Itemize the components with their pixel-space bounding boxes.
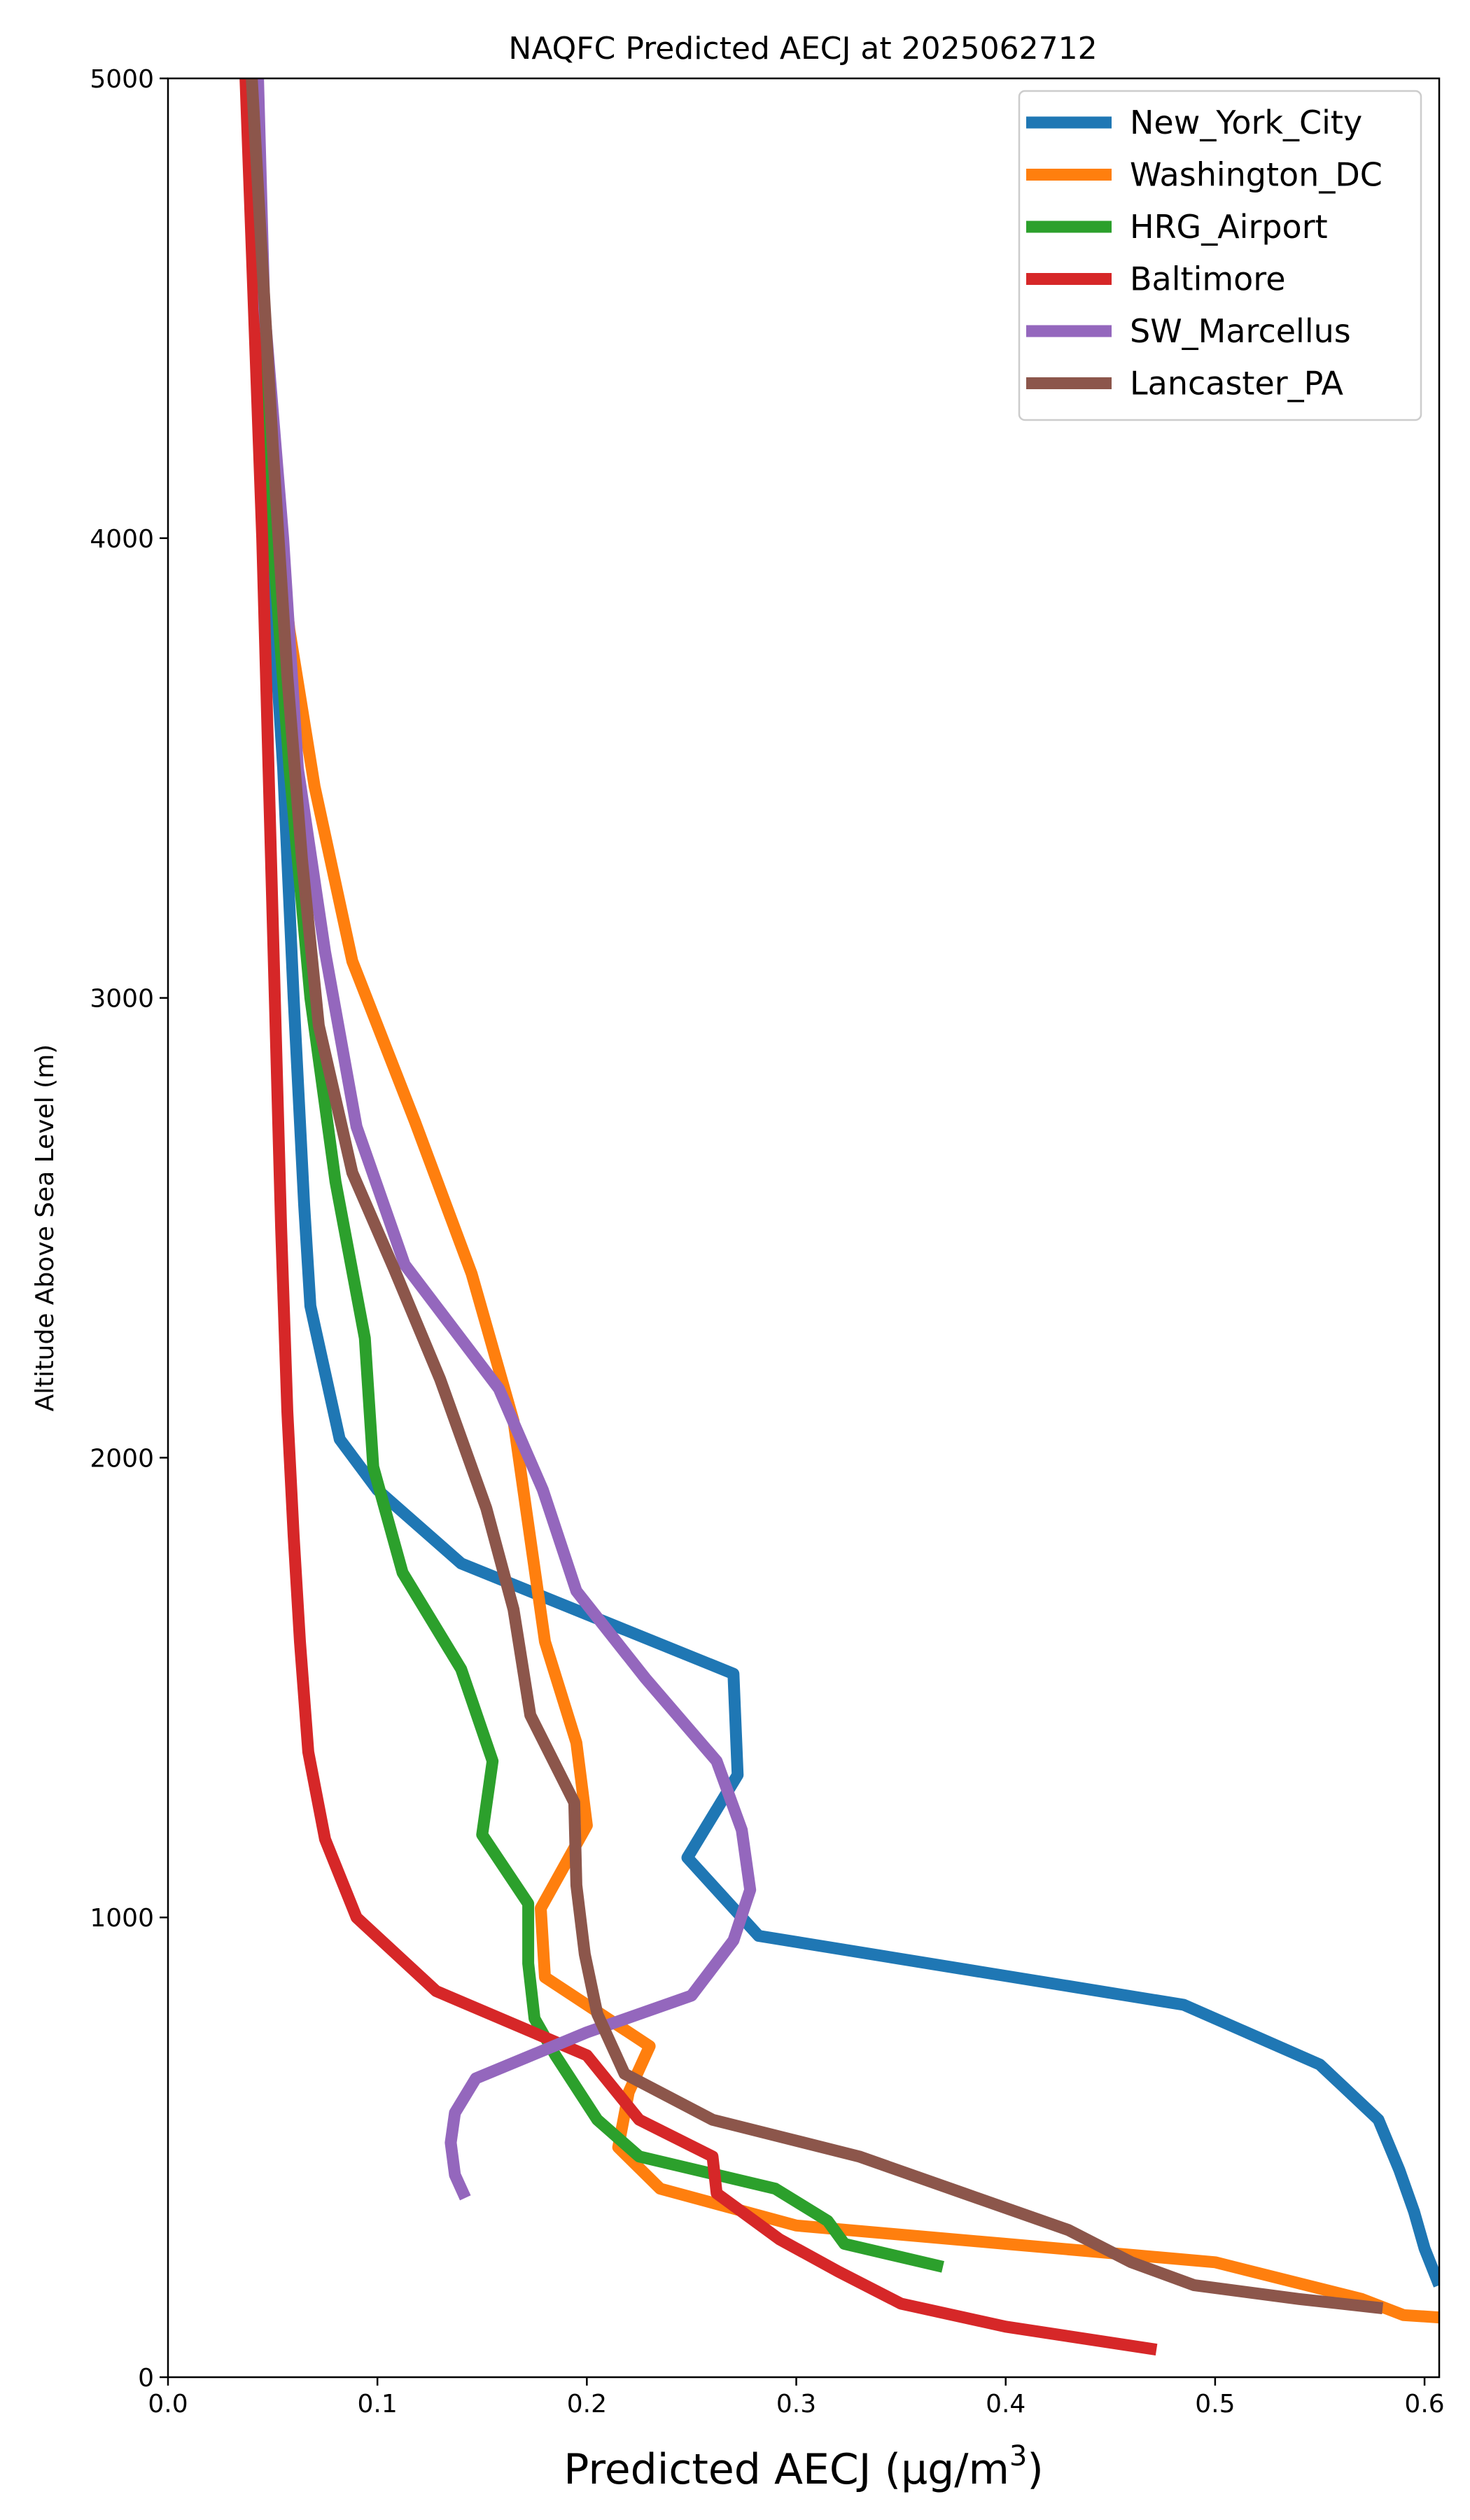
x-axis-label-main: Predicted AECJ (μg/m bbox=[564, 2445, 1009, 2494]
y-tick-label: 0 bbox=[138, 2364, 154, 2393]
legend-label-2: HRG_Airport bbox=[1130, 208, 1328, 246]
legend-label-3: Baltimore bbox=[1130, 260, 1286, 298]
legend-label-5: Lancaster_PA bbox=[1130, 365, 1343, 402]
y-tick-label: 4000 bbox=[90, 525, 154, 554]
legend-label-1: Washington_DC bbox=[1130, 156, 1382, 194]
axes-frame bbox=[167, 77, 1441, 2379]
series-line-0 bbox=[246, 78, 1439, 2288]
series-line-3 bbox=[239, 78, 1158, 2356]
y-tick-label: 5000 bbox=[90, 65, 154, 94]
x-axis-label-superscript: 3 bbox=[1009, 2440, 1027, 2472]
chart-title: NAQFC Predicted AECJ at 2025062712 bbox=[508, 31, 1097, 66]
series-line-4 bbox=[252, 78, 757, 2201]
legend-label-0: New_York_City bbox=[1130, 104, 1362, 141]
legend-box bbox=[1018, 90, 1422, 421]
x-tick-label: 0.5 bbox=[1195, 2390, 1235, 2418]
x-tick-label: 0.3 bbox=[776, 2390, 816, 2418]
y-tick-label: 1000 bbox=[90, 1904, 154, 1933]
y-axis-ticks: 0 1000 2000 3000 4000 5000 bbox=[90, 65, 168, 2393]
x-tick-label: 0.6 bbox=[1404, 2390, 1444, 2418]
legend: New_York_City Washington_DC HRG_Airport Bal… bbox=[1018, 90, 1422, 421]
plot-area bbox=[239, 78, 1439, 2356]
x-axis-label-end: ) bbox=[1027, 2445, 1043, 2494]
x-tick-label: 0.0 bbox=[148, 2390, 188, 2418]
x-tick-label: 0.1 bbox=[358, 2390, 398, 2418]
y-tick-label: 3000 bbox=[90, 985, 154, 1014]
legend-label-4: SW_Marcellus bbox=[1130, 312, 1351, 350]
series-line-5 bbox=[246, 78, 1384, 2314]
x-tick-label: 0.4 bbox=[986, 2390, 1026, 2418]
series-line-1 bbox=[246, 78, 1439, 2324]
y-axis-label: Altitude Above Sea Level (m) bbox=[31, 1044, 59, 1412]
x-tick-label: 0.2 bbox=[567, 2390, 607, 2418]
y-tick-label: 2000 bbox=[90, 1444, 154, 1473]
x-axis-label: Predicted AECJ (μg/m3) bbox=[564, 2440, 1044, 2494]
x-axis-ticks: 0.0 0.1 0.2 0.3 0.4 0.5 0.6 bbox=[148, 2377, 1445, 2418]
